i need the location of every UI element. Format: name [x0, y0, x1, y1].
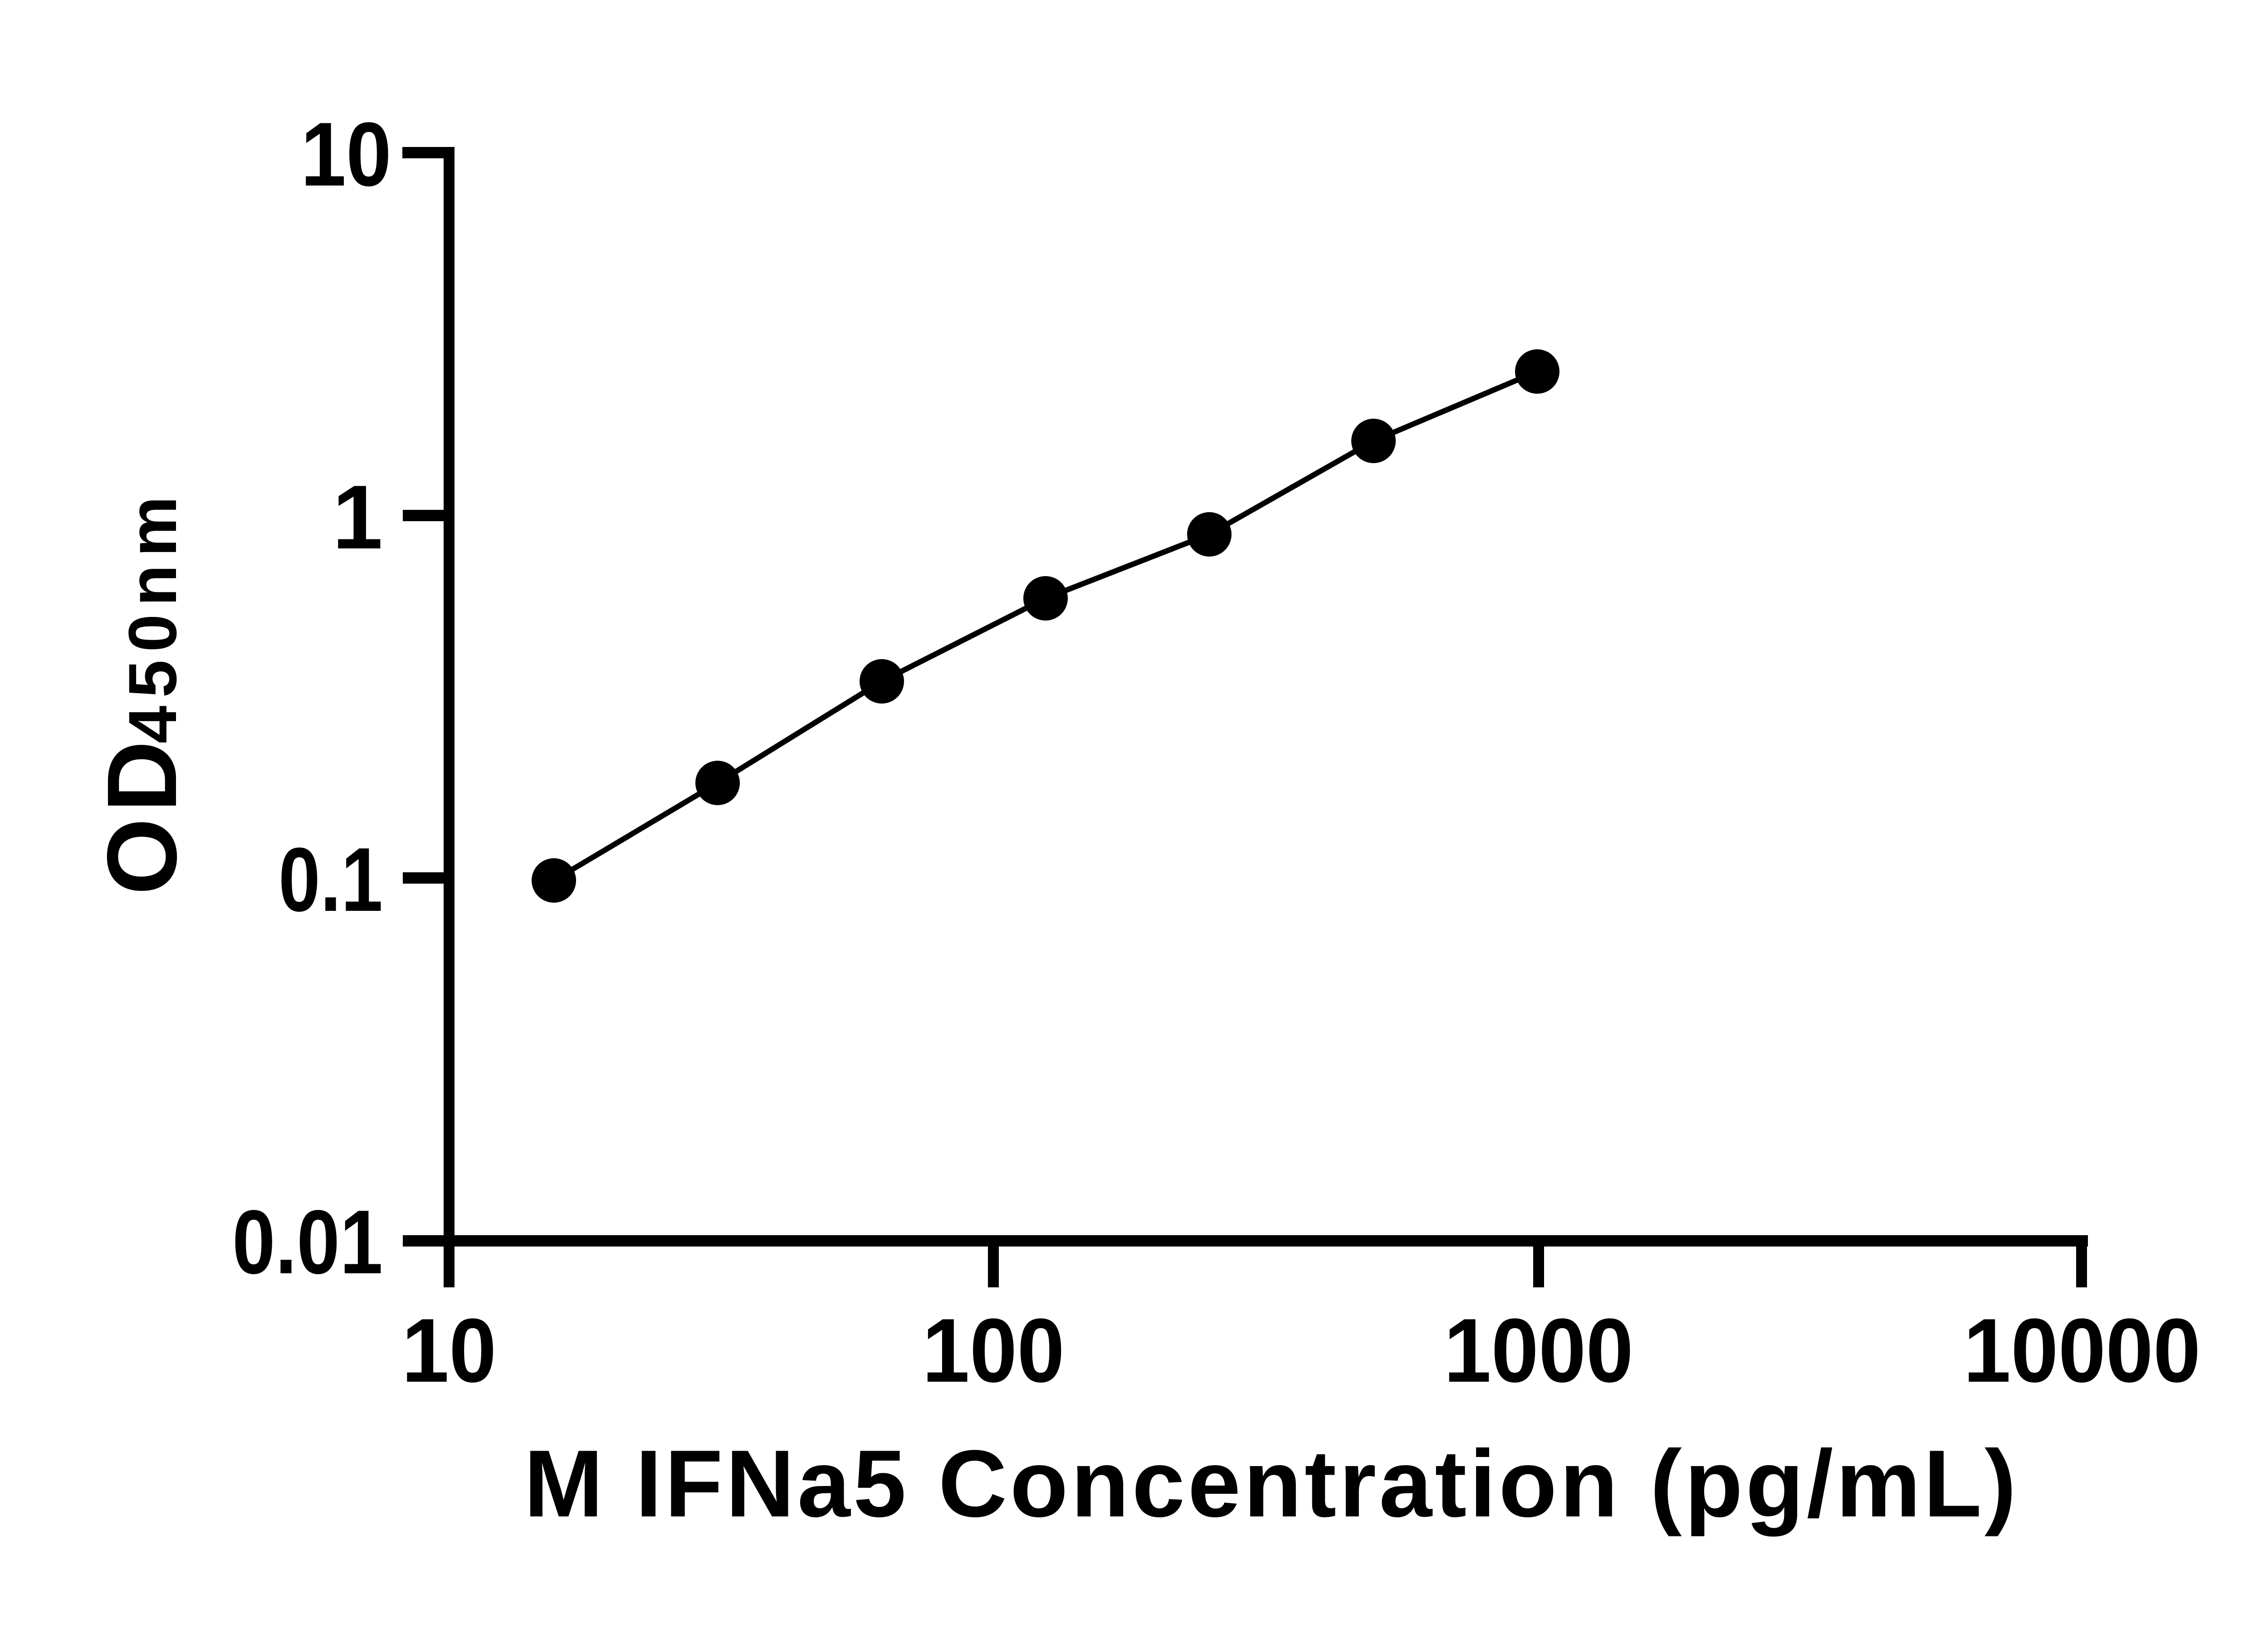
svg-text:10: 10: [301, 104, 391, 205]
svg-text:1000: 1000: [1444, 1300, 1633, 1401]
svg-text:0.1: 0.1: [279, 829, 383, 930]
svg-text:100: 100: [922, 1300, 1065, 1401]
svg-text:450nm: 450nm: [114, 496, 191, 743]
svg-text:1: 1: [332, 467, 383, 568]
svg-text:10000: 10000: [1964, 1300, 2201, 1401]
svg-text:0.01: 0.01: [232, 1192, 383, 1293]
svg-text:10: 10: [402, 1300, 497, 1401]
svg-text:M IFNa5 Concentration (pg/mL): M IFNa5 Concentration (pg/mL): [524, 1430, 2016, 1537]
